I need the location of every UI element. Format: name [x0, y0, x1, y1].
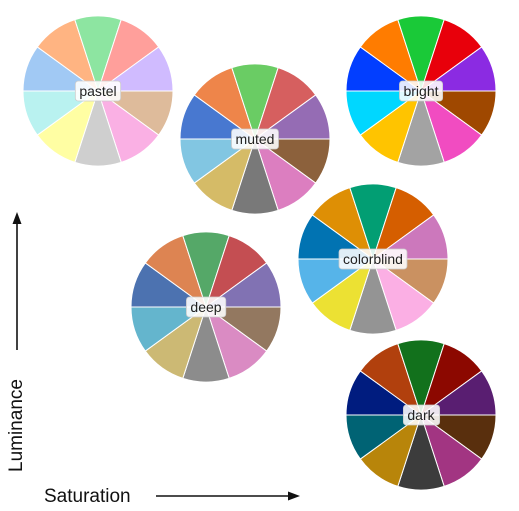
wedge-dark-9 — [345, 414, 423, 460]
saturation-label: Saturation — [44, 486, 131, 507]
palette-label-box-colorblind — [338, 248, 408, 270]
wedge-colorblind-9 — [297, 258, 375, 304]
saturation-arrowhead — [288, 491, 300, 501]
palette-label-box-dark — [402, 404, 441, 426]
palette-wheel-colorblind: colorblind — [297, 183, 449, 335]
palette-wheel-bright: bright — [345, 15, 497, 167]
palette-label-deep: deep — [190, 299, 221, 315]
palette-label-box-pastel — [74, 80, 122, 102]
palette-wheel-pastel: pastel — [22, 15, 174, 167]
palette-label-colorblind: colorblind — [343, 251, 403, 267]
saturation-axis: Saturation — [44, 486, 300, 507]
palette-wheel-muted: muted — [179, 63, 331, 215]
palette-label-dark: dark — [407, 407, 435, 423]
luminance-axis: Luminance — [6, 212, 27, 472]
palette-wheel-deep: deep — [130, 231, 282, 383]
palette-label-box-muted — [231, 128, 279, 150]
luminance-label: Luminance — [6, 379, 27, 472]
wedge-muted-9 — [179, 138, 257, 184]
palette-label-pastel: pastel — [79, 83, 116, 99]
wedge-deep-9 — [130, 306, 208, 352]
wedge-bright-9 — [345, 90, 423, 136]
luminance-arrowhead — [12, 212, 22, 224]
palette-label-box-bright — [399, 80, 444, 102]
palette-wheels: pastel muted bright colorblind deep dark — [22, 15, 497, 491]
palette-label-bright: bright — [403, 83, 438, 99]
palette-label-box-deep — [186, 296, 227, 318]
palette-label-muted: muted — [236, 131, 275, 147]
palette-wheel-dark: dark — [345, 339, 497, 491]
wedge-pastel-9 — [22, 90, 100, 136]
